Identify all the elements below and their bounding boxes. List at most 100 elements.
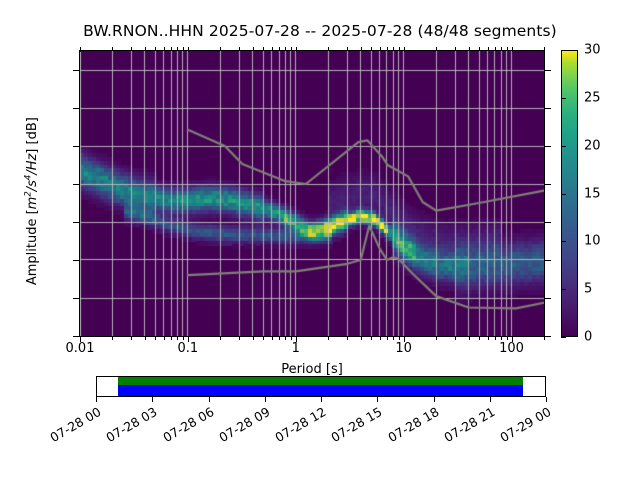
- x-tick-mark-top: [403, 47, 405, 52]
- x-tick-mark-minor-top: [155, 47, 157, 50]
- x-tick-mark-minor-top: [360, 47, 362, 50]
- x-tick-mark-minor-top: [163, 47, 165, 50]
- x-tick-mark-minor-top: [263, 47, 265, 50]
- x-tick-mark-minor: [279, 337, 281, 340]
- timeline-tick-label: 07-28 06: [159, 404, 216, 446]
- x-tick-mark-minor: [393, 337, 395, 340]
- x-tick-mark-minor: [220, 337, 222, 340]
- x-tick-mark-top: [511, 47, 513, 52]
- colorbar-tick-mark: [561, 145, 566, 147]
- x-tick-mark-minor: [506, 337, 508, 340]
- x-tick-mark-minor: [455, 337, 457, 340]
- x-tick-mark-minor-top: [285, 47, 287, 50]
- x-tick-mark-minor-top: [544, 47, 545, 50]
- x-tick-mark-top: [187, 47, 189, 52]
- colorbar-tick-mark: [561, 50, 566, 51]
- x-tick-label: 1: [291, 341, 300, 356]
- x-tick-mark-minor-top: [112, 47, 114, 50]
- colorbar-tick-label: 30: [584, 42, 601, 58]
- x-tick-mark: [511, 337, 513, 342]
- x-tick-mark-minor-top: [239, 47, 241, 50]
- ppsd-plot-area: [79, 50, 545, 337]
- x-tick-mark-minor-top: [131, 47, 133, 50]
- colorbar-tick-mark: [561, 97, 566, 99]
- x-tick-mark-minor-top: [494, 47, 496, 50]
- y-axis-label: Amplitude [m2/s4/Hz] [dB]: [24, 71, 40, 331]
- timeline-coverage-segment: [118, 377, 523, 385]
- x-tick-mark-minor: [487, 337, 489, 340]
- x-tick-mark-minor: [371, 337, 373, 340]
- x-tick-mark-minor: [285, 337, 287, 340]
- x-tick-mark-minor: [182, 337, 184, 340]
- x-tick-mark-minor-top: [182, 47, 184, 50]
- colorbar-tick-label: 5: [584, 281, 593, 297]
- timeline-tick-mark: [264, 397, 266, 402]
- y-tick-mark: [73, 222, 79, 223]
- y-tick-mark-right: [545, 184, 551, 185]
- timeline-tick-label: 07-28 09: [216, 404, 273, 446]
- y-tick-mark: [73, 336, 79, 337]
- y-tick-mark-right: [545, 336, 551, 337]
- y-tick-mark-right: [545, 70, 551, 71]
- timeline-tick-mark: [152, 397, 154, 402]
- timeline-tick-mark: [96, 397, 97, 402]
- x-tick-mark-minor: [494, 337, 496, 340]
- colorbar-tick-label: 15: [584, 186, 601, 201]
- x-tick-mark-minor-top: [171, 47, 173, 50]
- y-tick-mark-right: [545, 108, 551, 109]
- x-tick-mark-minor-top: [220, 47, 222, 50]
- page-title: BW.RNON..HHN 2025-07-28 -- 2025-07-28 (4…: [0, 22, 640, 40]
- x-tick-mark-minor-top: [177, 47, 179, 50]
- x-tick-mark-minor: [177, 337, 179, 340]
- x-tick-mark-minor: [436, 337, 438, 340]
- y-tick-mark: [73, 298, 79, 299]
- timeline-tick-mark: [546, 397, 547, 402]
- x-tick-mark-minor-top: [328, 47, 330, 50]
- x-tick-mark-minor: [112, 337, 114, 340]
- x-tick-mark-minor-top: [455, 47, 457, 50]
- x-tick-mark-minor: [328, 337, 330, 340]
- x-tick-mark-minor: [347, 337, 349, 340]
- x-tick-mark-minor: [163, 337, 165, 340]
- x-tick-mark-minor: [386, 337, 388, 340]
- y-tick-mark-right: [545, 298, 551, 299]
- x-tick-mark-minor-top: [468, 47, 470, 50]
- timeline-tick-label: 07-28 21: [441, 404, 498, 446]
- x-tick-mark-minor-top: [487, 47, 489, 50]
- y-tick-mark: [73, 108, 79, 109]
- title-text: BW.RNON..HHN 2025-07-28 -- 2025-07-28 (4…: [83, 22, 557, 40]
- y-tick-mark: [73, 260, 79, 261]
- timeline-tick-mark: [321, 397, 322, 402]
- x-tick-mark-minor: [479, 337, 481, 340]
- y-tick-mark: [73, 146, 79, 147]
- x-tick-label: 100: [499, 341, 524, 356]
- x-tick-mark-minor-top: [279, 47, 281, 50]
- x-tick-mark-minor: [379, 337, 381, 340]
- x-tick-mark-top: [295, 47, 297, 52]
- x-tick-mark-minor: [271, 337, 273, 340]
- x-tick-mark-minor-top: [347, 47, 349, 50]
- colorbar-tick-mark: [561, 241, 566, 243]
- colorbar-tick-mark: [561, 289, 566, 291]
- x-tick-mark-minor-top: [386, 47, 388, 50]
- y-tick-mark-right: [545, 260, 551, 261]
- x-tick-mark: [80, 337, 81, 342]
- colorbar-tick-mark: [561, 193, 566, 195]
- x-tick-mark-minor: [398, 337, 400, 340]
- timeline-coverage-bar[interactable]: [96, 376, 546, 397]
- colorbar-tick-label: 20: [584, 138, 601, 154]
- x-tick-mark-minor: [131, 337, 133, 340]
- x-tick-mark-minor: [263, 337, 265, 340]
- y-tick-mark-right: [545, 146, 551, 147]
- y-tick-mark: [73, 70, 79, 71]
- ppsd-histogram-canvas: [80, 51, 544, 336]
- timeline-tick-mark: [377, 397, 379, 402]
- x-tick-mark-minor-top: [501, 47, 503, 50]
- x-tick-mark-minor: [544, 337, 545, 340]
- x-tick-mark-minor: [501, 337, 503, 340]
- x-tick-mark-top: [80, 47, 81, 52]
- colorbar-tick-mark: [561, 337, 566, 338]
- x-tick-mark: [403, 337, 405, 342]
- y-tick-mark-right: [545, 222, 551, 223]
- x-tick-mark-minor-top: [271, 47, 273, 50]
